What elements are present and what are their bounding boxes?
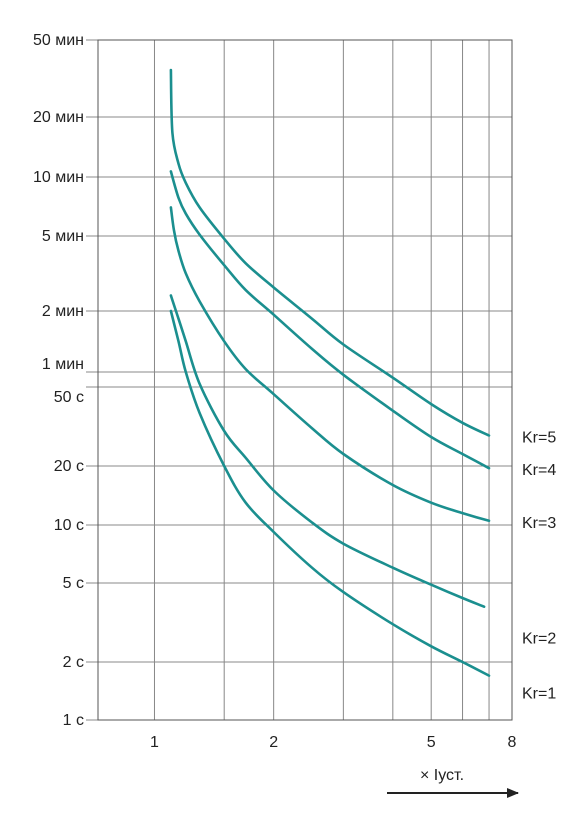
y-tick-label: 1 мин [42, 356, 84, 373]
series-line-kr-4 [169, 170, 491, 470]
series-label-kr-3: Kr=3 [522, 515, 556, 532]
series-label-kr-4: Kr=4 [522, 462, 556, 479]
y-tick-label: 50 с [54, 389, 84, 406]
grid-layer [86, 39, 513, 721]
y-tick-label: 20 мин [33, 109, 84, 126]
series-label-kr-2: Kr=2 [522, 631, 556, 648]
series-line-kr-3 [169, 206, 491, 523]
series-layer [169, 68, 491, 677]
axis-layer [97, 39, 513, 721]
x-tick-label: 2 [269, 734, 278, 751]
plot-frame [97, 39, 513, 721]
x-axis-title-group: × Iуст. [387, 767, 519, 798]
y-tick-label: 2 с [63, 654, 84, 671]
y-tick-label: 2 мин [42, 303, 84, 320]
series-line-kr-5 [169, 68, 491, 437]
series-label-kr-5: Kr=5 [522, 429, 556, 446]
series-line-kr-1 [169, 309, 491, 677]
y-tick-label: 5 с [63, 575, 84, 592]
y-tick-label: 10 с [54, 517, 84, 534]
series-line-kr-2 [169, 294, 486, 608]
y-tick-label: 10 мин [33, 169, 84, 186]
label-layer: 1 с 2 с 5 с 10 с 20 с 50 с 1 мин 2 мин 5 мин 10 м… [33, 32, 556, 751]
x-tick-label: 5 [427, 734, 436, 751]
y-tick-label: 50 мин [33, 32, 84, 49]
x-tick-label: 1 [150, 734, 159, 751]
y-tick-label: 5 мин [42, 228, 84, 245]
y-tick-label: 20 с [54, 458, 84, 475]
y-tick-label: 1 с [63, 712, 84, 729]
x-axis-title: × Iуст. [420, 767, 464, 784]
x-tick-label: 8 [508, 734, 517, 751]
series-label-kr-1: Kr=1 [522, 686, 556, 703]
